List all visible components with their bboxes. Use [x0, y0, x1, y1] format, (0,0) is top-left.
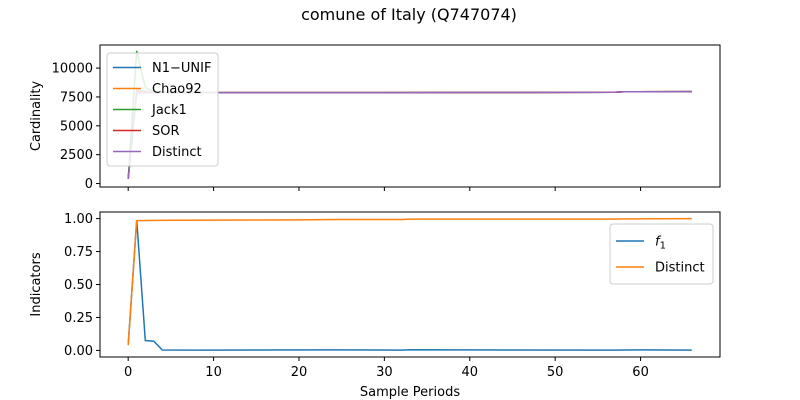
y-tick-label: 0.50: [64, 278, 93, 293]
legend-box: [609, 223, 714, 285]
y-tick-label: 7500: [60, 90, 93, 105]
y-tick-label: 10000: [52, 62, 93, 77]
x-tick-label: 50: [547, 365, 564, 380]
indicators-panel: 0 10 20 30 40 50 60 0.00 0.25 0.50 0.75 1.00 Indicat…: [29, 211, 721, 380]
x-tick-label: 20: [291, 365, 308, 380]
legend-label: SOR: [152, 124, 180, 139]
legend-box: [106, 52, 219, 167]
cardinality-panel: 0 2500 5000 7500 10000 Cardinality N1−UNIF Chao…: [29, 44, 721, 192]
legend-label: f1: [655, 235, 666, 252]
y-tick-label: 0: [85, 177, 93, 192]
series-line-f1: [127, 219, 692, 351]
x-tick-label: 0: [124, 365, 132, 380]
x-tick-label: 30: [376, 365, 393, 380]
x-tick-label: 10: [205, 365, 222, 380]
chart-title: comune of Italy (Q747074): [301, 5, 517, 24]
x-axis-label: Sample Periods: [360, 385, 460, 400]
y-axis-label: Cardinality: [29, 81, 44, 152]
legend-label: Distinct: [152, 145, 202, 160]
plot-frame: [99, 44, 721, 188]
legend-label: Jack1: [151, 103, 187, 118]
y-tick-label: 1.00: [64, 212, 93, 227]
x-tick-label: 60: [632, 365, 649, 380]
x-tick-label: 40: [462, 365, 479, 380]
legend-label: N1−UNIF: [152, 61, 211, 76]
y-tick-label: 0.25: [64, 311, 93, 326]
legend-label: Distinct: [655, 261, 705, 276]
y-axis-label: Indicators: [29, 252, 44, 316]
series-line-distinct: [127, 217, 692, 346]
y-tick-label: 5000: [60, 119, 93, 134]
y-tick-label: 2500: [60, 148, 93, 163]
y-tick-label: 0.00: [64, 344, 93, 359]
y-tick-label: 0.75: [64, 245, 93, 260]
legend-label: Chao92: [152, 82, 202, 97]
